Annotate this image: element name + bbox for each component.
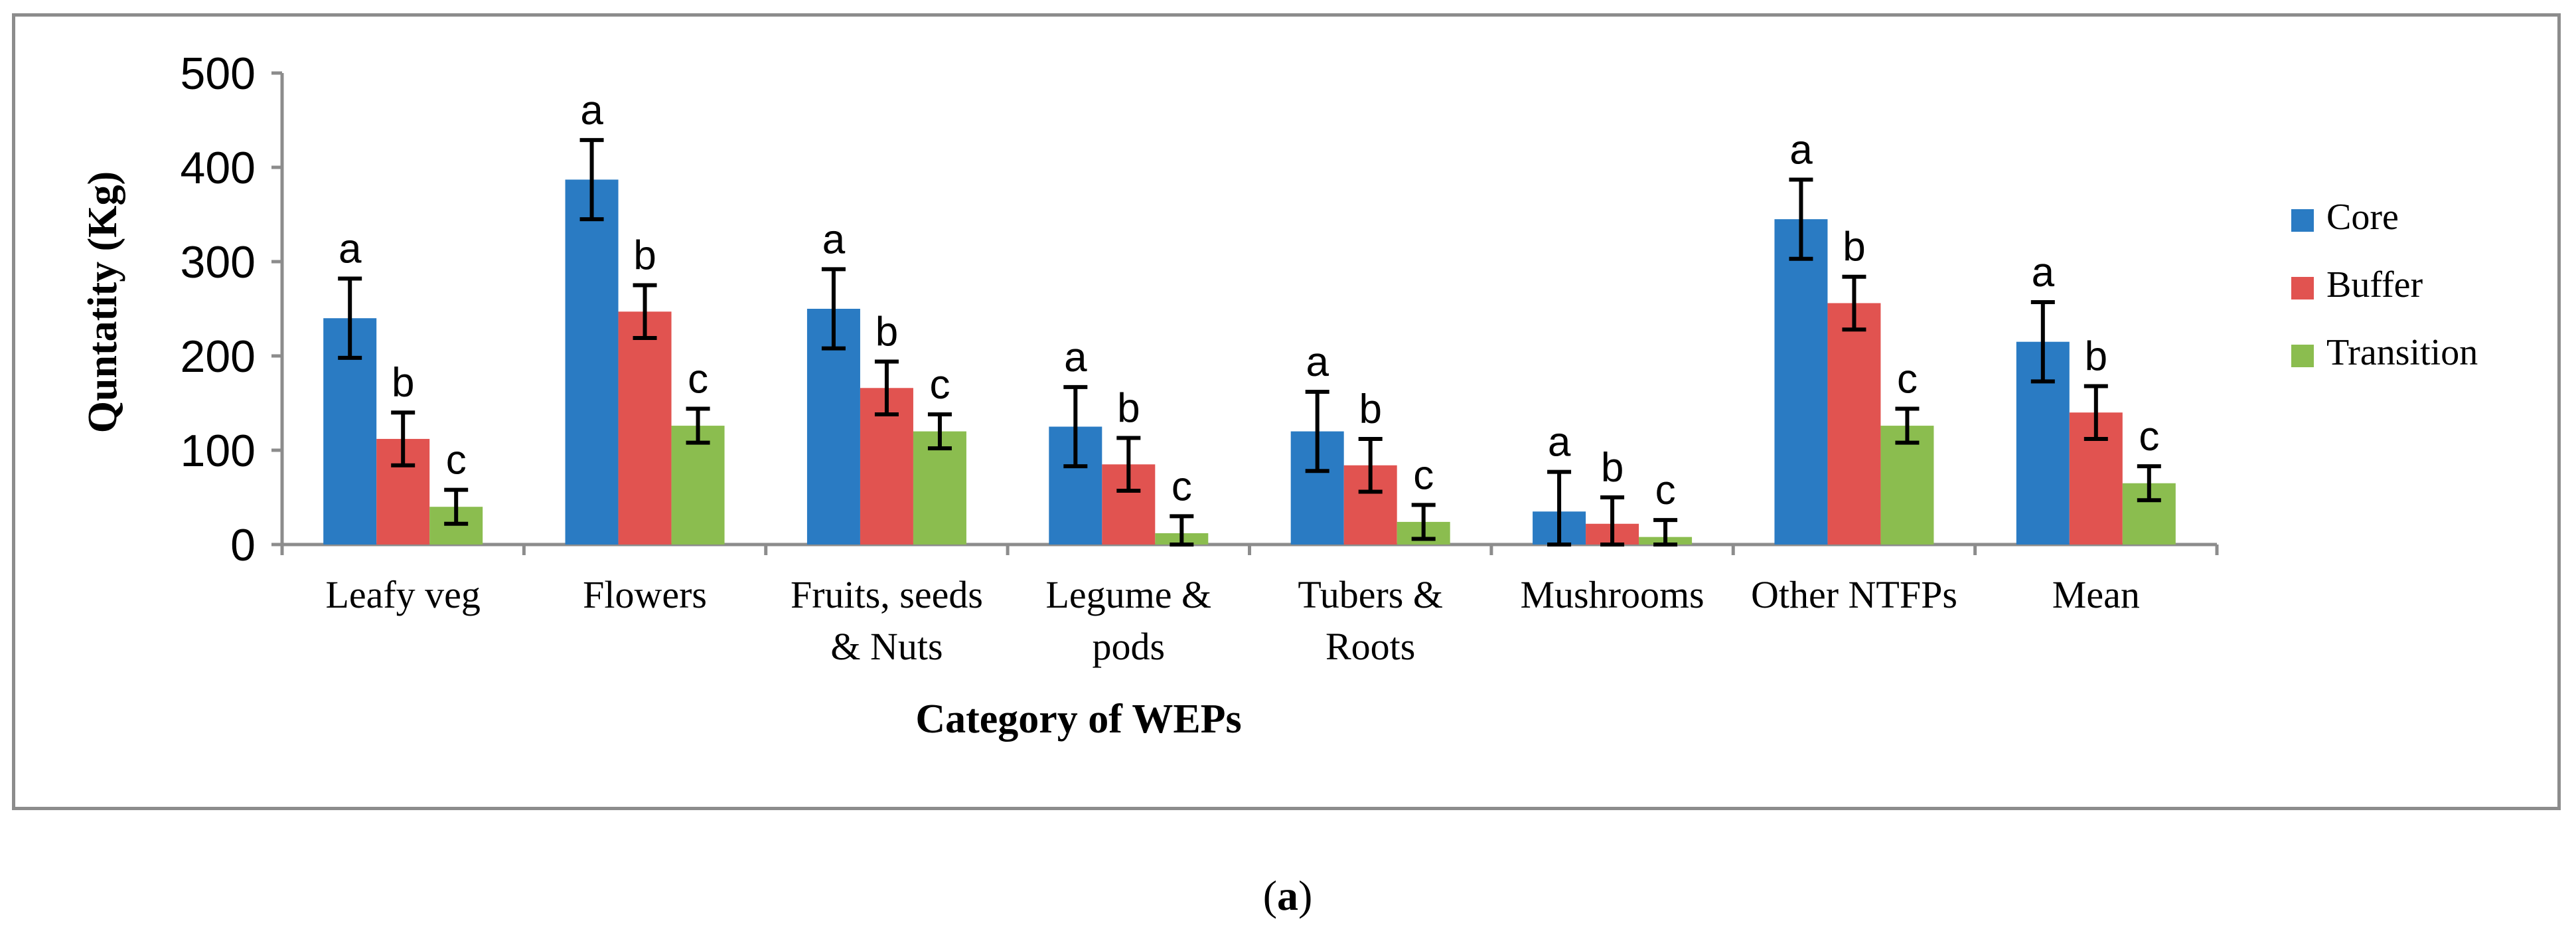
significance-letter: c [1172, 464, 1192, 509]
x-tick-label: pods [1093, 625, 1166, 668]
x-axis-title: Category of WEPs [915, 697, 1241, 742]
bar-transition [1880, 426, 1934, 545]
legend-swatch-buffer [2291, 277, 2314, 299]
significance-letter: a [1789, 127, 1813, 173]
y-axis-title: Quntatity (Kg) [80, 171, 125, 433]
significance-letter: c [1897, 357, 1918, 402]
significance-letter: a [1306, 339, 1329, 385]
y-tick-label: 300 [181, 237, 256, 288]
caption-close-paren: ) [1298, 872, 1312, 919]
y-tick-label: 200 [181, 331, 256, 382]
significance-letter: c [688, 357, 708, 402]
x-tick-label: Fruits, seeds [791, 573, 983, 616]
significance-letter: c [929, 362, 950, 408]
bar-buffer [618, 311, 672, 545]
x-tick-label: Tubers & [1298, 573, 1443, 616]
significance-letter: c [2139, 414, 2159, 460]
significance-letter: b [1117, 386, 1140, 432]
significance-letter: c [1655, 467, 1676, 513]
x-tick-label: Other NTFPs [1751, 573, 1957, 616]
significance-letter: a [1548, 420, 1571, 466]
y-tick-label: 500 [181, 48, 256, 99]
x-tick-label: & Nuts [830, 625, 943, 668]
chart-frame [12, 13, 2561, 810]
significance-letter: b [1843, 224, 1865, 270]
x-tick-label: Legume & [1045, 573, 1211, 616]
significance-letter: b [633, 233, 656, 279]
significance-letter: b [2085, 333, 2107, 379]
legend-swatch-transition [2291, 345, 2314, 367]
significance-letter: a [2032, 250, 2055, 296]
legend-label-transition: Transition [2326, 332, 2478, 373]
x-tick-label: Leafy veg [325, 573, 480, 616]
bar-core [1774, 219, 1828, 545]
significance-letter: b [392, 360, 414, 406]
caption-label: a [1277, 872, 1298, 919]
x-tick-label: Flowers [583, 573, 707, 616]
significance-letter: c [446, 438, 467, 483]
y-tick-label: 100 [181, 426, 256, 476]
legend-swatch-core [2291, 209, 2314, 232]
bar-transition [671, 426, 725, 545]
significance-letter: a [1064, 335, 1087, 381]
significance-letter: b [1601, 445, 1624, 491]
bar-buffer [1827, 303, 1881, 545]
figure-caption: (a) [1263, 872, 1313, 919]
significance-letter: a [580, 88, 603, 133]
x-tick-label: Mean [2052, 573, 2140, 616]
bar-core [565, 179, 619, 545]
significance-letter: a [822, 216, 846, 262]
legend-label-core: Core [2326, 197, 2399, 238]
caption-open-paren: ( [1263, 872, 1277, 919]
legend-label-buffer: Buffer [2326, 264, 2423, 305]
y-tick-label: 0 [230, 520, 256, 570]
y-tick-label: 400 [181, 143, 256, 193]
legend: Core Buffer Transition [2291, 197, 2478, 373]
x-tick-label: Roots [1326, 625, 1415, 668]
significance-letter: b [1359, 386, 1381, 432]
x-tick-label: Mushrooms [1520, 573, 1704, 616]
significance-letter: b [875, 309, 898, 355]
significance-letter: a [339, 226, 362, 272]
significance-letter: c [1413, 452, 1434, 498]
